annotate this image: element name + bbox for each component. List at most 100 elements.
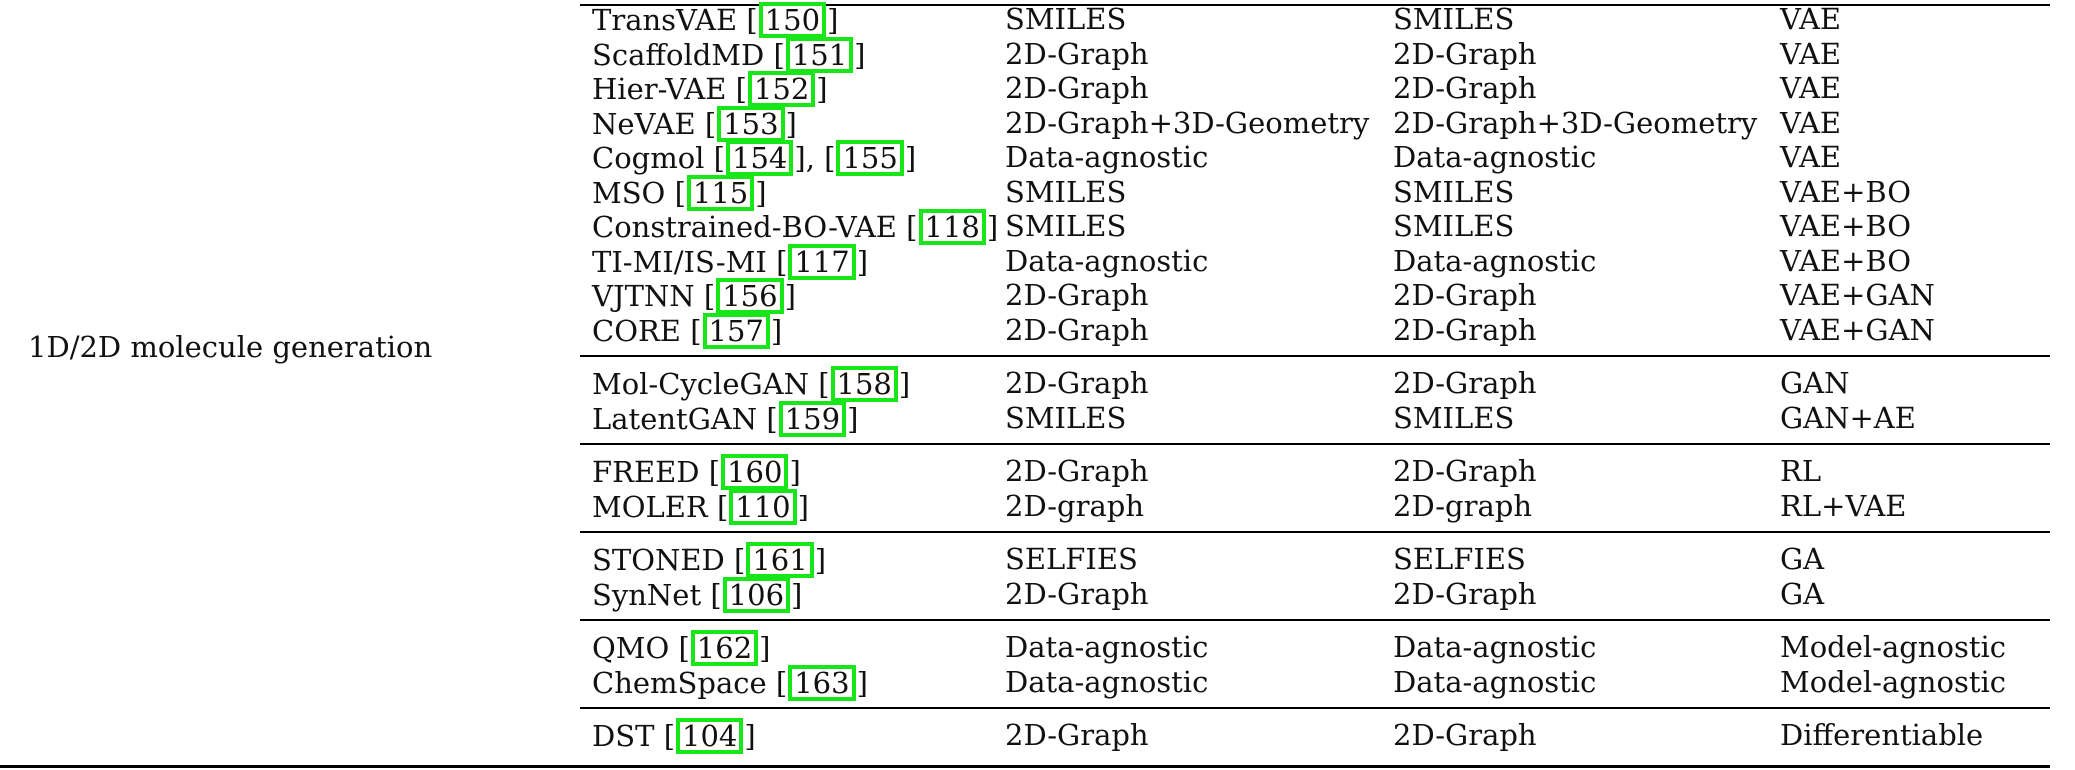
method-cell: FREED [160] — [592, 454, 801, 490]
output-cell: Data-agnostic — [1393, 664, 1597, 699]
input-cell: 2D-Graph — [1005, 718, 1149, 752]
citation-link[interactable]: 152 — [747, 71, 816, 107]
input-cell: Data-agnostic — [1005, 243, 1209, 278]
citation-link[interactable]: 156 — [716, 278, 784, 314]
model-cell: Model-agnostic — [1780, 664, 2006, 699]
citation-link[interactable]: 160 — [721, 454, 789, 490]
method-cell: TransVAE [150] — [592, 2, 839, 38]
input-cell: Data-agnostic — [1005, 630, 1209, 664]
group-divider — [580, 531, 2050, 533]
model-cell: GAN+AE — [1780, 400, 1916, 435]
method-cell: Hier-VAE [152] — [592, 71, 828, 107]
method-cell: DST [104] — [592, 718, 756, 754]
output-cell: Data-agnostic — [1393, 140, 1597, 174]
citation-link[interactable]: 150 — [758, 2, 827, 38]
method-cell: SynNet [106] — [592, 576, 803, 613]
input-cell: 2D-Graph — [1005, 278, 1149, 312]
citation-link[interactable]: 157 — [702, 312, 770, 349]
method-name: ScaffoldMD — [592, 37, 765, 72]
method-name: NeVAE — [592, 106, 696, 141]
table-bottom-rule — [0, 765, 2050, 768]
method-name: MOLER — [592, 489, 708, 524]
model-cell: RL — [1780, 454, 1822, 488]
model-cell: RL+VAE — [1780, 488, 1907, 523]
method-cell: QMO [162] — [592, 630, 771, 666]
citation-link[interactable]: 154 — [726, 140, 794, 176]
model-cell: VAE — [1780, 140, 1842, 174]
model-cell: Differentiable — [1780, 718, 1984, 752]
method-name: CORE — [592, 313, 681, 348]
output-cell: Data-agnostic — [1393, 630, 1597, 664]
input-cell: SMILES — [1005, 400, 1127, 435]
input-cell: 2D-Graph — [1005, 576, 1149, 611]
citation-link[interactable]: 159 — [778, 400, 847, 437]
output-cell: SMILES — [1393, 209, 1515, 243]
citation-link[interactable]: 161 — [746, 542, 814, 578]
method-name: SynNet — [592, 577, 702, 612]
group-divider — [580, 707, 2050, 709]
output-cell: 2D-Graph+3D-Geometry — [1393, 105, 1758, 140]
method-name: Constrained-BO-VAE — [592, 210, 897, 244]
method-name: LatentGAN — [592, 401, 758, 436]
citation-link[interactable]: 115 — [686, 174, 755, 211]
input-cell: 2D-Graph — [1005, 454, 1149, 488]
output-cell: SMILES — [1393, 174, 1515, 209]
method-cell: CORE [157] — [592, 312, 783, 349]
citation-link[interactable]: 106 — [722, 576, 791, 613]
group-divider — [580, 443, 2050, 445]
method-name: STONED — [592, 543, 725, 577]
model-cell: Model-agnostic — [1780, 630, 2006, 664]
output-cell: 2D-Graph — [1393, 718, 1537, 752]
input-cell: SMILES — [1005, 209, 1127, 243]
output-cell: Data-agnostic — [1393, 243, 1597, 278]
model-cell: VAE+GAN — [1780, 278, 1935, 312]
model-cell: VAE — [1780, 71, 1842, 105]
model-cell: VAE — [1780, 2, 1842, 36]
method-cell: MOLER [110] — [592, 488, 809, 525]
output-cell: 2D-Graph — [1393, 71, 1537, 105]
method-cell: Mol-CycleGAN [158] — [592, 366, 911, 402]
input-cell: Data-agnostic — [1005, 664, 1209, 699]
citation-link[interactable]: 104 — [676, 718, 744, 754]
citation-link[interactable]: 117 — [788, 243, 856, 280]
citation-link[interactable]: 163 — [788, 664, 856, 701]
output-cell: SMILES — [1393, 2, 1515, 36]
method-name: Mol-CycleGAN — [592, 367, 809, 401]
output-cell: 2D-Graph — [1393, 366, 1537, 400]
method-cell: Cogmol [154], [155] — [592, 140, 917, 176]
table-top-rule — [580, 4, 2050, 6]
citation-link[interactable]: 153 — [717, 105, 785, 142]
output-cell: 2D-Graph — [1393, 36, 1537, 71]
citation-link[interactable]: 110 — [729, 488, 797, 525]
input-cell: SMILES — [1005, 2, 1127, 36]
method-cell: MSO [115] — [592, 174, 767, 211]
method-cell: ScaffoldMD [151] — [592, 36, 866, 73]
model-cell: VAE+BO — [1780, 174, 1912, 209]
method-name: ChemSpace — [592, 665, 767, 700]
output-cell: SMILES — [1393, 400, 1515, 435]
citation-link[interactable]: 162 — [690, 630, 759, 666]
method-cell: STONED [161] — [592, 542, 827, 578]
input-cell: SMILES — [1005, 174, 1127, 209]
method-name: QMO — [592, 631, 670, 665]
citation-link[interactable]: 118 — [918, 209, 986, 245]
input-cell: 2D-Graph — [1005, 71, 1149, 105]
method-cell: NeVAE [153] — [592, 105, 797, 142]
input-cell: SELFIES — [1005, 542, 1138, 576]
method-cell: TI-MI/IS-MI [117] — [592, 243, 869, 280]
method-name: TransVAE — [592, 3, 738, 37]
output-cell: 2D-Graph — [1393, 454, 1537, 488]
citation-link[interactable]: 155 — [836, 140, 904, 176]
input-cell: 2D-Graph — [1005, 312, 1149, 347]
model-cell: GA — [1780, 542, 1825, 576]
input-cell: 2D-Graph — [1005, 366, 1149, 400]
method-name: MSO — [592, 175, 666, 210]
model-cell: VAE+BO — [1780, 209, 1912, 243]
output-cell: 2D-Graph — [1393, 576, 1537, 611]
input-cell: 2D-Graph — [1005, 36, 1149, 71]
method-name: Cogmol — [592, 141, 705, 175]
model-cell: VAE+GAN — [1780, 312, 1935, 347]
method-cell: ChemSpace [163] — [592, 664, 868, 701]
citation-link[interactable]: 151 — [785, 36, 854, 73]
citation-link[interactable]: 158 — [830, 366, 898, 402]
